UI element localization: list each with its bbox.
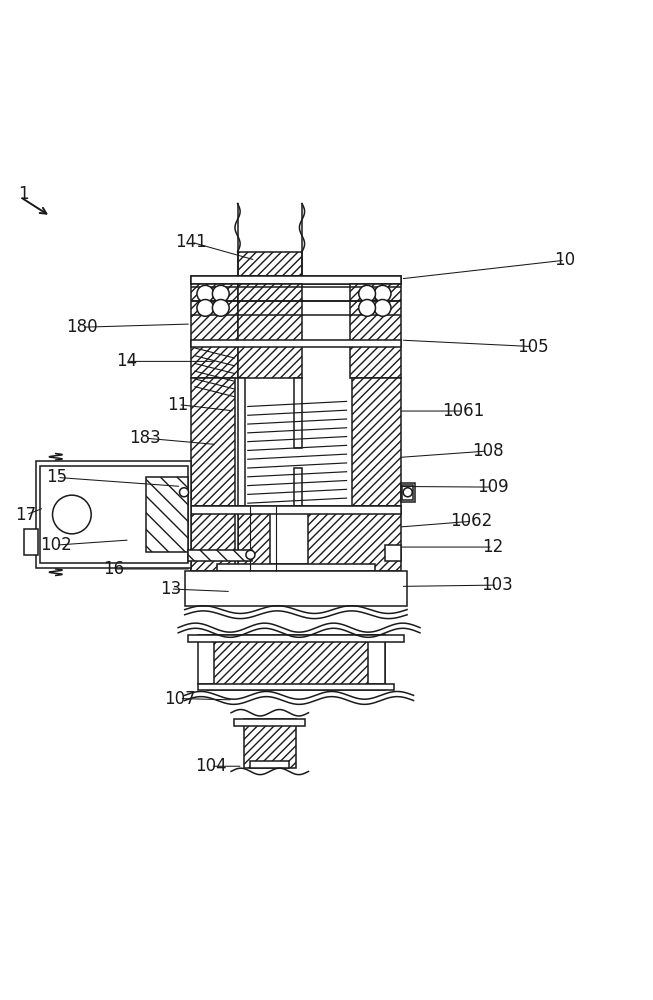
- Text: 15: 15: [46, 468, 68, 486]
- Bar: [177, 483, 191, 502]
- Bar: [401, 483, 415, 502]
- Bar: [178, 485, 189, 500]
- Bar: [207, 635, 385, 690]
- Bar: [351, 284, 401, 378]
- Text: 109: 109: [477, 478, 509, 496]
- Bar: [295, 378, 302, 448]
- Text: 16: 16: [103, 560, 124, 578]
- Circle shape: [374, 300, 391, 316]
- Circle shape: [197, 285, 214, 302]
- Text: 105: 105: [517, 338, 549, 356]
- Circle shape: [197, 300, 214, 316]
- Bar: [191, 284, 238, 378]
- Text: 1061: 1061: [442, 402, 485, 420]
- Bar: [24, 529, 38, 555]
- Bar: [191, 340, 401, 347]
- Bar: [238, 378, 246, 506]
- Bar: [251, 761, 289, 768]
- Circle shape: [374, 285, 391, 302]
- Circle shape: [52, 495, 91, 534]
- Bar: [191, 506, 238, 571]
- Text: 141: 141: [175, 233, 207, 251]
- Bar: [368, 635, 385, 684]
- Circle shape: [246, 550, 255, 559]
- Bar: [352, 378, 401, 506]
- Bar: [37, 461, 191, 568]
- Bar: [385, 545, 401, 561]
- Text: 107: 107: [164, 690, 195, 708]
- Bar: [188, 635, 404, 642]
- Text: 11: 11: [168, 396, 189, 414]
- Bar: [185, 571, 407, 606]
- Bar: [244, 719, 296, 768]
- Bar: [146, 477, 188, 552]
- Bar: [270, 513, 308, 564]
- Text: 1: 1: [18, 185, 29, 203]
- Text: 108: 108: [472, 442, 503, 460]
- Text: 1062: 1062: [451, 512, 492, 530]
- Bar: [191, 276, 401, 284]
- Text: 12: 12: [482, 538, 503, 556]
- Text: 102: 102: [40, 536, 72, 554]
- Bar: [238, 284, 302, 378]
- Bar: [191, 378, 235, 506]
- Circle shape: [403, 488, 412, 497]
- Circle shape: [180, 488, 189, 497]
- Bar: [198, 684, 394, 690]
- Text: 180: 180: [66, 318, 97, 336]
- Text: 104: 104: [195, 757, 227, 775]
- Bar: [191, 276, 401, 284]
- Bar: [191, 506, 401, 514]
- Circle shape: [358, 300, 375, 316]
- Text: 10: 10: [554, 251, 575, 269]
- Text: 13: 13: [160, 580, 181, 598]
- Text: 103: 103: [481, 576, 513, 594]
- Bar: [198, 635, 214, 684]
- Bar: [217, 564, 375, 571]
- Bar: [238, 506, 401, 571]
- Circle shape: [212, 285, 229, 302]
- Bar: [238, 252, 302, 276]
- Text: 14: 14: [116, 352, 137, 370]
- Circle shape: [212, 300, 229, 316]
- Text: 183: 183: [129, 429, 161, 447]
- Bar: [234, 719, 305, 726]
- Bar: [40, 466, 188, 563]
- Circle shape: [358, 285, 375, 302]
- Bar: [188, 550, 252, 561]
- Text: 17: 17: [16, 506, 37, 524]
- Bar: [191, 506, 235, 571]
- Bar: [295, 468, 302, 506]
- Bar: [402, 485, 413, 500]
